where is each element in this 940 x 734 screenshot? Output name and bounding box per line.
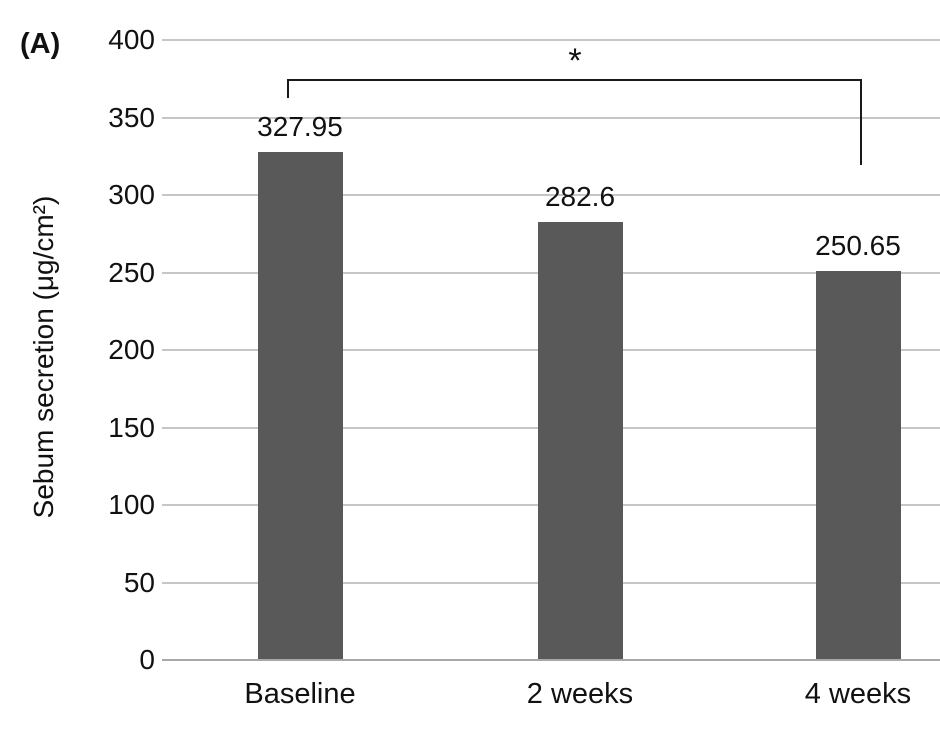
y-tick-label: 150 [108, 411, 155, 443]
significance-bracket-right-tick [860, 79, 862, 165]
y-tick-label: 400 [108, 24, 155, 55]
y-gridline [162, 116, 940, 119]
bar-value-label: 250.65 [815, 230, 901, 262]
y-tick-label: 350 [108, 101, 155, 133]
y-gridline [162, 39, 940, 41]
bar-4-weeks [815, 271, 901, 659]
significance-bracket-left-tick [287, 79, 289, 98]
significance-star: * [568, 42, 582, 80]
bar-value-label: 327.95 [257, 110, 343, 142]
y-tick-label: 0 [139, 644, 155, 675]
x-axis-baseline [162, 659, 940, 661]
significance-bracket-horizontal [287, 79, 862, 81]
y-gridline [162, 194, 940, 196]
bar-value-label: 282.6 [544, 180, 616, 212]
y-tick-label: 200 [108, 334, 155, 365]
x-category-label: 2 weeks [526, 678, 634, 710]
y-tick-label: 50 [123, 566, 155, 598]
bar-2-weeks [537, 221, 623, 659]
bar-baseline [257, 151, 343, 659]
x-category-label: 4 weeks [804, 678, 912, 710]
x-category-label: Baseline [244, 678, 356, 710]
y-tick-label: 100 [108, 489, 155, 520]
y-tick-label: 250 [108, 256, 155, 288]
panel-label: (A) [20, 28, 61, 60]
y-tick-label: 300 [108, 179, 155, 210]
